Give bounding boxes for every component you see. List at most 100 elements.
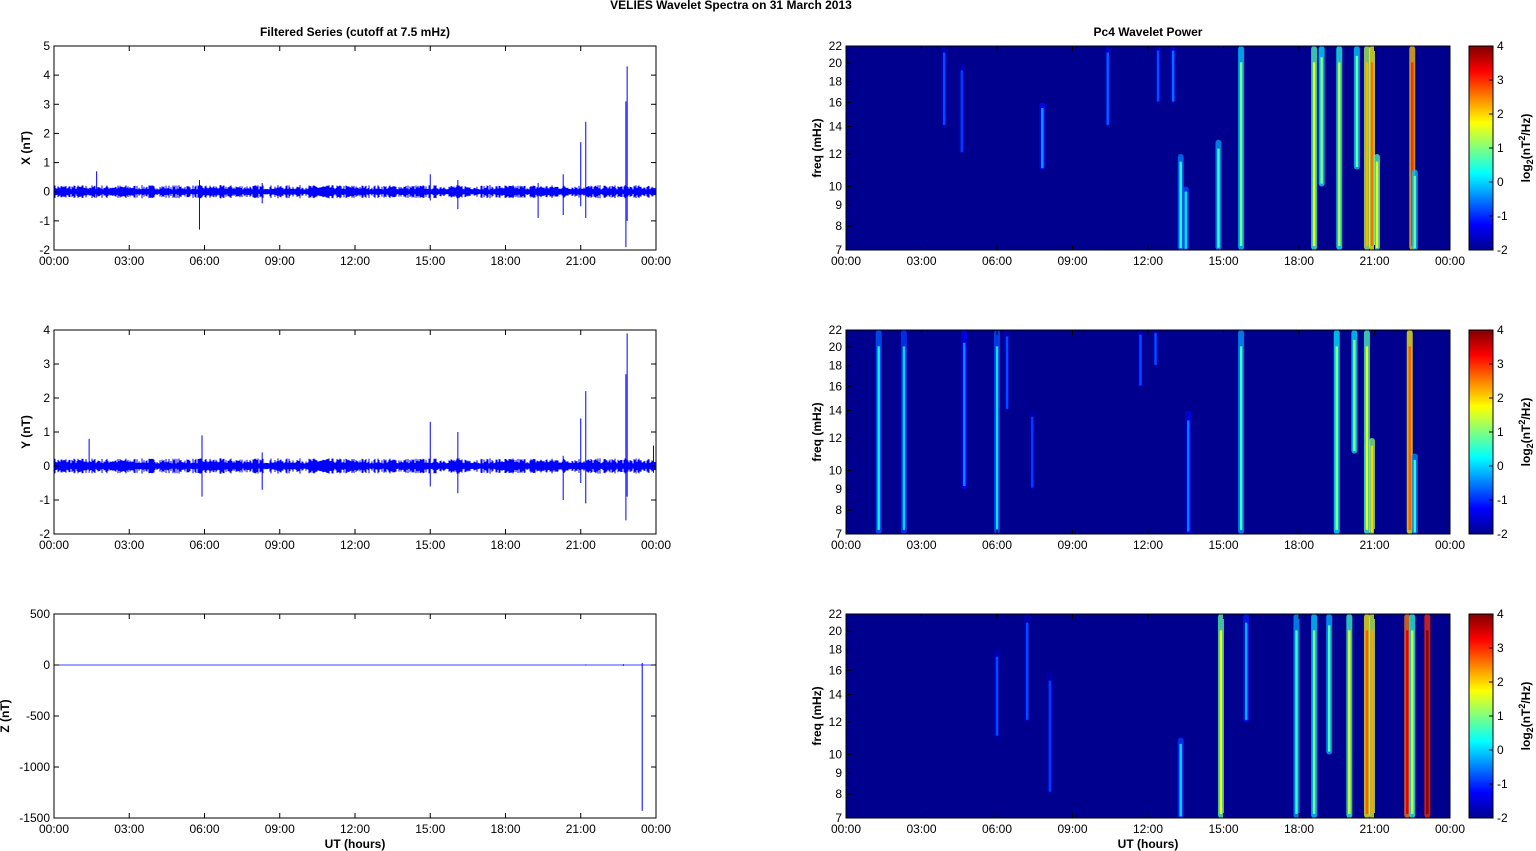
z-series-xtick-label: 15:00 xyxy=(415,822,445,836)
y-spectrum-colorbar-label: log2(nT2/Hz) xyxy=(1517,398,1535,467)
z-series-ytick-label: -500 xyxy=(26,709,50,723)
x-spectrum-streak xyxy=(1338,62,1341,246)
y-series-ytick-label: 2 xyxy=(43,391,50,405)
z-spectrum-colorbar-tick-label: 0 xyxy=(1497,743,1504,757)
x-spectrum-streak xyxy=(1312,62,1316,246)
x-spectrum-streak xyxy=(1365,62,1369,246)
z-series-xtick-label: 09:00 xyxy=(265,822,295,836)
x-spectrum-ylabel: freq (mHz) xyxy=(810,118,824,177)
x-spectrum-colorbar-tick-label: 2 xyxy=(1497,107,1504,121)
x-spectrum-colorbar-tick-label: -1 xyxy=(1497,209,1508,223)
z-series-xtick-label: 00:00 xyxy=(641,822,671,836)
x-spectrum-colorbar-label-part: 2 xyxy=(1517,136,1527,141)
z-spectrum-ytick-label: 8 xyxy=(835,787,842,801)
x-series-ytick-label: 0 xyxy=(43,185,50,199)
z-spectrum-colorbar-tick-label: -1 xyxy=(1497,777,1508,791)
x-spectrum-xtick-label: 00:00 xyxy=(1435,254,1465,268)
x-spectrum-xtick-label: 09:00 xyxy=(1057,254,1087,268)
x-series-ytick-label: 5 xyxy=(43,39,50,53)
z-series-plot-area xyxy=(54,614,656,818)
y-series-xtick-label: 18:00 xyxy=(490,538,520,552)
x-spectrum-streak xyxy=(1411,62,1414,246)
x-series-ytick-label: 2 xyxy=(43,126,50,140)
z-spectrum-xtick-label: 00:00 xyxy=(1435,822,1465,836)
y-spectrum-streaks xyxy=(875,330,1418,534)
y-spectrum-ytick-label: 22 xyxy=(829,323,843,337)
y-spectrum-streak xyxy=(1239,346,1243,530)
y-spectrum-streak xyxy=(995,346,999,530)
x-spectrum-streak xyxy=(1184,191,1187,249)
y-spectrum-ytick-label: 12 xyxy=(829,431,843,445)
y-spectrum-streak xyxy=(1408,346,1411,530)
z-spectrum-colorbar-tick-label: 1 xyxy=(1497,709,1504,723)
x-spectrum-colorbar-label: log2(nT2/Hz) xyxy=(1517,114,1535,183)
z-spectrum-ytick-label: 16 xyxy=(829,664,843,678)
y-spectrum-streak xyxy=(1353,339,1356,452)
y-spectrum-streak xyxy=(1139,334,1142,386)
x-series-xtick-label: 18:00 xyxy=(490,254,520,268)
z-spectrum-colorbar-label-part: /Hz) xyxy=(1519,682,1533,704)
x-spectrum-streak xyxy=(1156,50,1160,102)
y-spectrum-streak xyxy=(963,342,966,487)
x-spectrum-streak xyxy=(1217,148,1220,248)
z-spectrum-xtick-label: 03:00 xyxy=(906,822,936,836)
y-spectrum-streak xyxy=(1005,336,1009,409)
x-spectrum-colorbar-tick-label: 0 xyxy=(1497,175,1504,189)
z-spectrum-ytick-label: 12 xyxy=(829,715,843,729)
x-series-xtick-label: 21:00 xyxy=(566,254,596,268)
y-spectrum-xtick-label: 18:00 xyxy=(1284,538,1314,552)
z-spectrum-streak xyxy=(1312,630,1316,814)
z-series-xtick-label: 21:00 xyxy=(566,822,596,836)
y-spectrum-streak xyxy=(1413,459,1416,533)
x-series-ytick-label: 4 xyxy=(43,68,50,82)
z-series-panel: -1500 -1000 -500 0 500 Z (nT) 00:00 03:00 06:00 0… xyxy=(0,607,671,851)
z-spectrum-xtick-label: 06:00 xyxy=(982,822,1012,836)
x-spectrum-ytick-label: 9 xyxy=(835,198,842,212)
x-spectrum-streak xyxy=(960,70,963,153)
z-series-ytick-label: 500 xyxy=(30,607,50,621)
z-spectrum-streak xyxy=(995,656,999,736)
x-spectrum-ytick-label: 10 xyxy=(829,179,843,193)
y-spectrum-colorbar-tick-label: -2 xyxy=(1497,527,1508,541)
y-spectrum-ytick-label: 7 xyxy=(835,527,842,541)
x-spectrum-streak xyxy=(1355,55,1359,168)
x-spectrum-colorbar-tick-label: 1 xyxy=(1497,141,1504,155)
z-spectrum-ytick-label: 20 xyxy=(829,624,843,638)
x-spectrum-ytick-label: 14 xyxy=(829,120,843,134)
z-spectrum-colorbar-tick-label: 2 xyxy=(1497,675,1504,689)
x-spectrum-streak xyxy=(1370,62,1374,246)
z-spectrum-colorbar-tick-label: 3 xyxy=(1497,641,1504,655)
y-spectrum-ytick-label: 20 xyxy=(829,340,843,354)
z-spectrum-streak xyxy=(1365,630,1369,814)
y-spectrum-colorbar-tick-label: 4 xyxy=(1497,323,1504,337)
x-series-xtick-label: 03:00 xyxy=(114,254,144,268)
y-spectrum-streak xyxy=(902,346,906,530)
y-spectrum-ytick-label: 16 xyxy=(829,380,843,394)
z-spectrum-xtick-label: 09:00 xyxy=(1057,822,1087,836)
y-spectrum-ytick-label: 10 xyxy=(829,463,843,477)
x-spectrum-xtick-label: 06:00 xyxy=(982,254,1012,268)
x-series-xtick-label: 12:00 xyxy=(340,254,370,268)
z-spectrum-xtick-label: 00:00 xyxy=(831,822,861,836)
z-spectrum-xlabel: UT (hours) xyxy=(1118,837,1179,851)
y-series-ylabel: Y (nT) xyxy=(19,415,33,449)
z-spectrum-xtick-label: 18:00 xyxy=(1284,822,1314,836)
x-spectrum-ytick-label: 7 xyxy=(835,243,842,257)
x-series-xtick-label: 09:00 xyxy=(265,254,295,268)
y-series-xtick-label: 12:00 xyxy=(340,538,370,552)
y-spectrum-xtick-label: 00:00 xyxy=(831,538,861,552)
y-spectrum-xtick-label: 00:00 xyxy=(1435,538,1465,552)
y-spectrum-ytick-label: 8 xyxy=(835,503,842,517)
y-spectrum-colorbar-label-part: 2 xyxy=(1517,420,1527,425)
x-spectrum-streak xyxy=(1041,108,1044,169)
z-spectrum-streak xyxy=(1411,630,1414,814)
y-series-xtick-label: 00:00 xyxy=(641,538,671,552)
z-spectrum-colorbar-label-part: log xyxy=(1519,732,1533,750)
z-spectrum-ytick-label: 18 xyxy=(829,643,843,657)
y-spectrum-xtick-label: 21:00 xyxy=(1359,538,1389,552)
z-series-ytick-label: -1000 xyxy=(19,760,50,774)
